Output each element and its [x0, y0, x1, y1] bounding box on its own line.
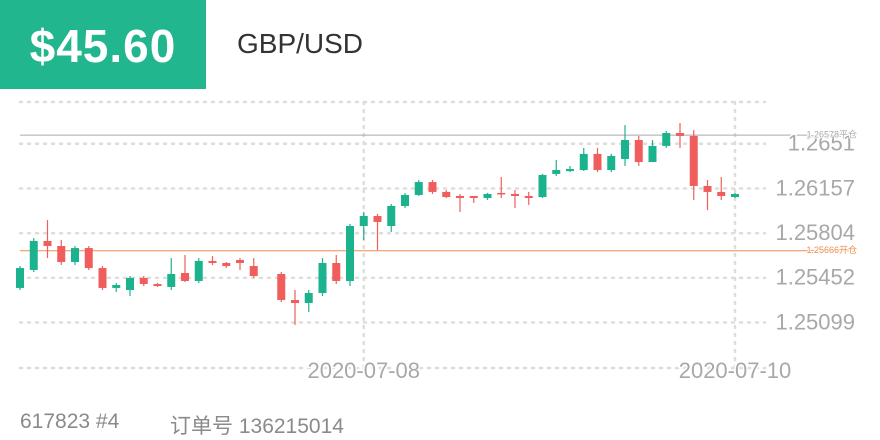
candle-body — [689, 135, 698, 186]
candle-body — [181, 273, 189, 281]
candle-body — [346, 226, 354, 281]
candle-body — [497, 192, 506, 195]
candle-body — [16, 268, 24, 288]
candle-body — [566, 169, 574, 172]
candle-body — [524, 195, 533, 199]
candle-body — [112, 285, 121, 288]
candle-body — [332, 262, 341, 281]
candle-body — [456, 195, 464, 199]
candle-body — [249, 266, 258, 277]
candle-body — [222, 262, 231, 267]
candle-body — [43, 240, 52, 247]
candle-body — [552, 170, 561, 174]
candle-body — [634, 140, 643, 163]
candle-body — [98, 268, 107, 288]
candle-body — [538, 174, 547, 197]
candle-body — [676, 133, 684, 136]
candle-body — [208, 260, 217, 263]
price-badge — [0, 0, 206, 89]
reference-label: 1.26578平仓 — [806, 129, 857, 140]
candle-body — [84, 248, 93, 269]
candle-body — [483, 193, 492, 199]
order: 订单号 136215014 — [170, 415, 344, 438]
candle-body — [648, 145, 657, 163]
candle-body — [126, 277, 134, 290]
candle-body — [731, 193, 739, 197]
candle-body — [153, 284, 162, 287]
pair: GBP/USD — [237, 28, 364, 59]
candle-body — [236, 259, 244, 263]
candle-body — [71, 248, 79, 262]
candle-body — [359, 216, 368, 227]
candle-body — [57, 246, 66, 262]
candle-body — [167, 274, 176, 287]
candle-body — [607, 155, 616, 171]
reference-label: 1.25666开仓 — [806, 244, 857, 255]
y-tick-label: 1.25452 — [775, 265, 855, 290]
candle-body — [414, 182, 423, 195]
candle-body — [291, 299, 299, 304]
candle-body — [401, 194, 409, 206]
y-tick-label: 1.2651 — [788, 131, 855, 156]
candle-body — [511, 193, 519, 196]
candle-body — [304, 293, 313, 304]
x-tick-label: 2020-07-08 — [307, 358, 420, 383]
x-tick-label: 2020-07-10 — [679, 358, 792, 383]
candle-body — [469, 195, 478, 199]
candle-body — [662, 133, 671, 146]
candle-body — [194, 260, 203, 281]
account: 617823 #4 — [20, 410, 120, 433]
y-tick-label: 1.25099 — [775, 309, 855, 334]
candle-body — [387, 205, 396, 227]
candle-body — [593, 153, 602, 171]
candle-body — [717, 191, 726, 196]
candle-body — [428, 182, 437, 192]
y-tick-label: 1.25804 — [775, 220, 855, 245]
y-tick-label: 1.26157 — [775, 175, 855, 200]
candle-body — [442, 191, 451, 197]
candle-body — [318, 262, 327, 294]
candle-body — [621, 140, 629, 159]
candle-body — [29, 240, 38, 270]
candle-body — [139, 277, 148, 285]
candle-body — [579, 153, 588, 171]
candle-body — [373, 216, 382, 222]
chart: 1.25099 1.25452 1.25804 1.26157 1.26511.2657… — [16, 100, 858, 384]
price: $45.60 — [29, 20, 177, 72]
candle-body — [703, 185, 712, 192]
candle-body — [277, 274, 286, 300]
